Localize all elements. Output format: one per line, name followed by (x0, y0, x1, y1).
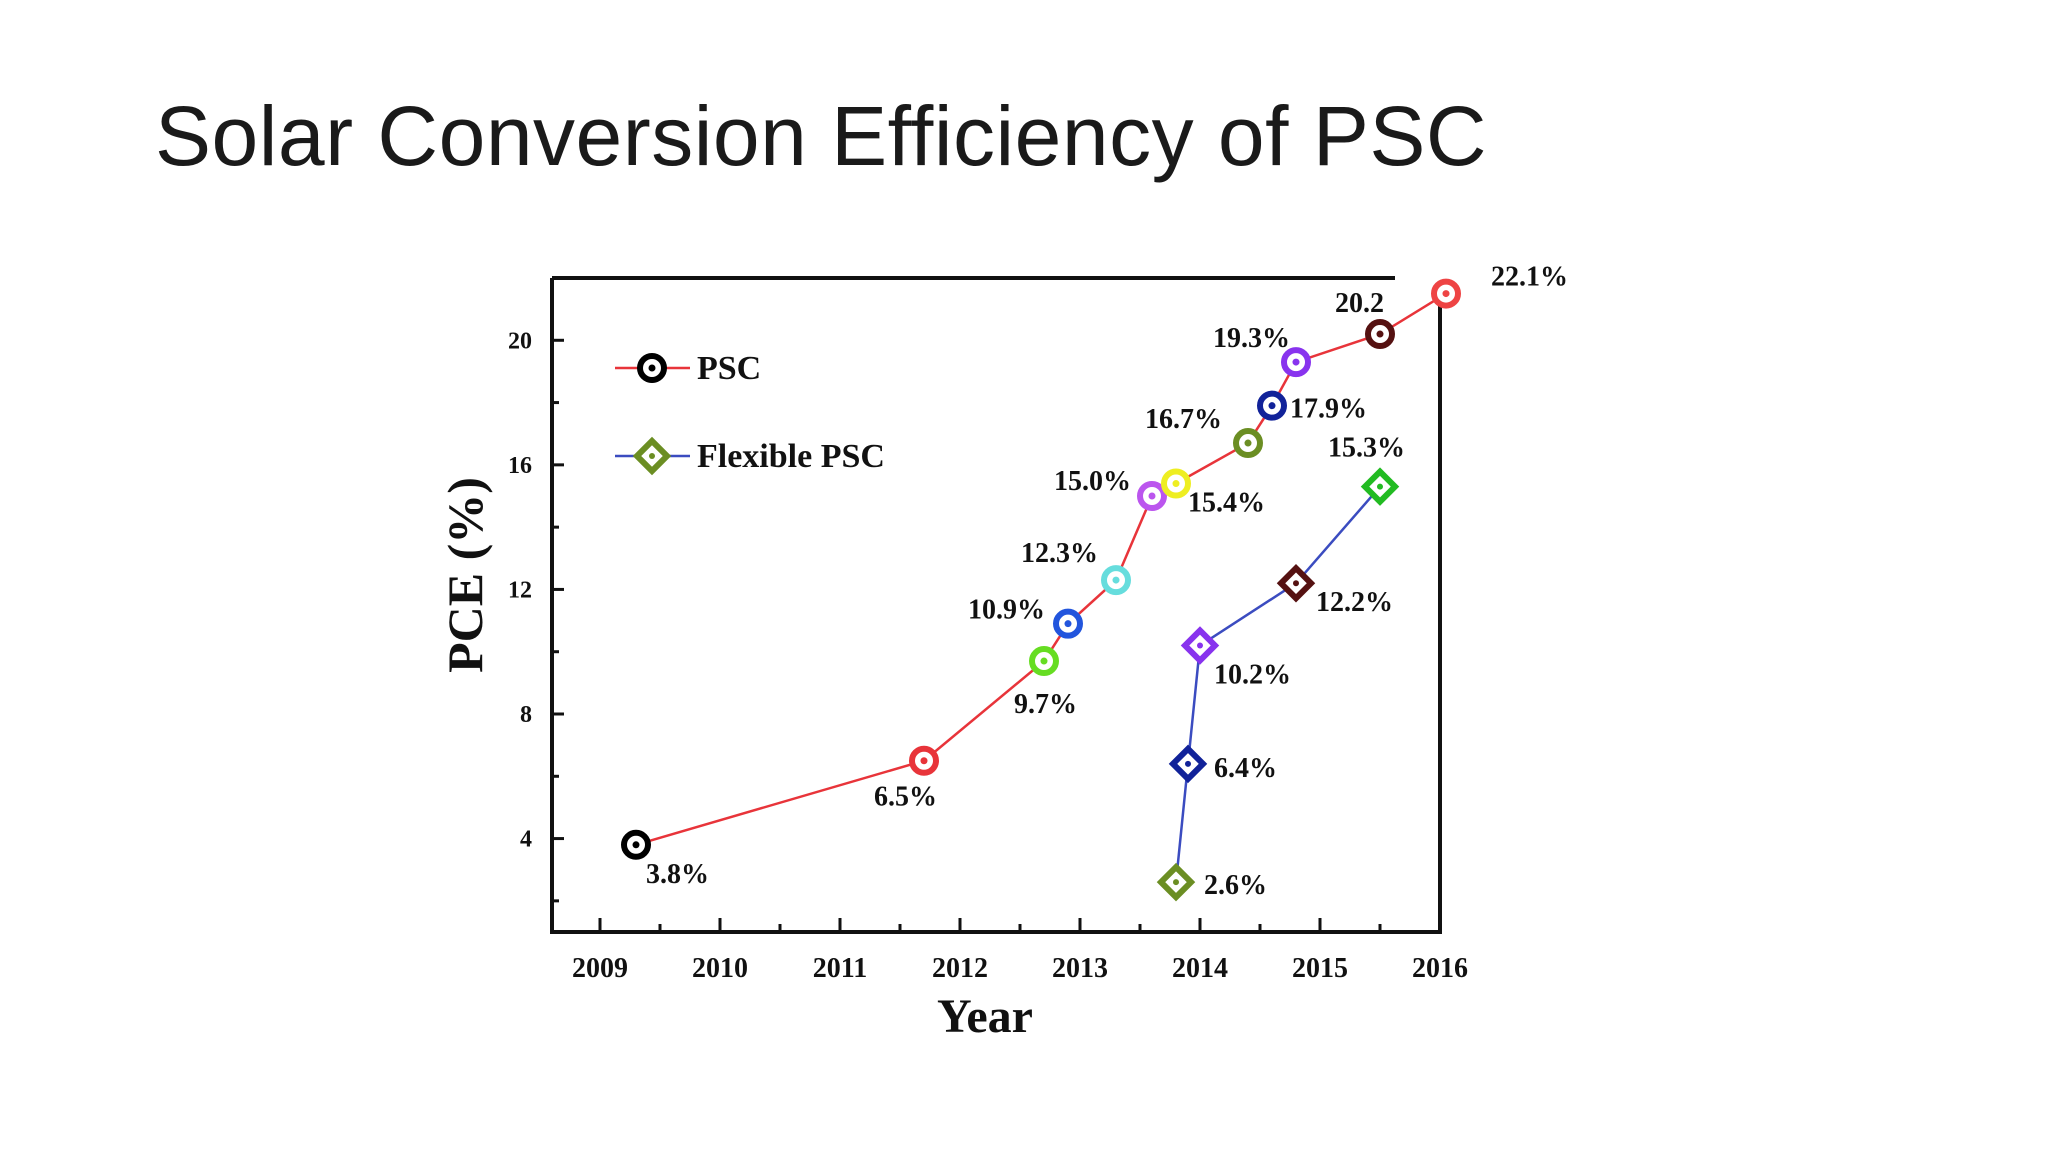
data-label: 22.1% (1491, 262, 1568, 293)
psc-data-point (1137, 481, 1167, 511)
slide-title: Solar Conversion Efficiency of PSC (155, 89, 1488, 183)
data-label: 9.7% (1014, 689, 1077, 720)
psc-data-point (1257, 390, 1287, 421)
legend-circle-marker (637, 353, 667, 383)
y-axis-ticks: 4 8 12 16 20 (508, 276, 564, 903)
x-tick-label: 2014 (1172, 953, 1228, 984)
x-tick-label: 2009 (572, 953, 628, 984)
psc-data-point (1365, 319, 1395, 350)
data-label: 15.0% (1054, 466, 1131, 497)
data-label: 10.2% (1214, 659, 1291, 690)
y-axis-title: PCE (%) (437, 477, 493, 673)
data-label: 15.4% (1188, 488, 1265, 519)
x-tick-label: 2015 (1292, 953, 1348, 984)
data-label: 12.2% (1316, 587, 1393, 618)
series-markers (621, 278, 1461, 902)
plot-frame (550, 276, 1442, 934)
psc-data-point (1281, 347, 1311, 378)
x-tick-label: 2012 (932, 953, 988, 984)
legend: PSC Flexible PSC (615, 350, 885, 476)
y-tick-label: 20 (508, 328, 532, 354)
data-label: 3.8% (646, 859, 709, 890)
flexible-psc-data-point (1276, 563, 1316, 603)
y-tick-label: 12 (508, 577, 532, 603)
y-tick-label: 8 (520, 702, 532, 728)
legend-label: PSC (697, 350, 761, 387)
flexible-psc-data-point (1360, 467, 1400, 506)
psc-data-point (1161, 468, 1191, 499)
legend-diamond-marker (632, 436, 672, 476)
legend-item-flexible-psc: Flexible PSC (615, 436, 885, 476)
data-label: 17.9% (1290, 394, 1367, 425)
data-label: 16.7% (1145, 404, 1222, 435)
psc-data-point (1029, 646, 1059, 677)
psc-data-point (1233, 428, 1263, 459)
x-tick-label: 2013 (1052, 953, 1108, 984)
x-axis-ticks: 2009 2010 2011 2012 2013 2014 2015 2016 (572, 918, 1468, 984)
data-label: 20.2 (1335, 288, 1384, 319)
data-labels: 3.8% 6.5% 9.7% 10.9% 12.3% 15.0% 15.4% 16.7% 17.… (646, 262, 1568, 902)
psc-data-point (909, 745, 939, 776)
x-tick-label: 2016 (1412, 953, 1468, 984)
data-label: 6.4% (1214, 753, 1277, 784)
x-tick-label: 2010 (692, 953, 748, 984)
flexible-psc-data-point (1168, 744, 1208, 784)
legend-label: Flexible PSC (697, 438, 885, 475)
x-axis-title: Year (937, 990, 1033, 1043)
data-label: 10.9% (968, 595, 1045, 626)
flexible-psc-data-point (1180, 626, 1220, 665)
y-tick-label: 4 (520, 827, 532, 853)
legend-item-psc: PSC (615, 350, 761, 387)
psc-data-point (621, 829, 651, 860)
data-label: 15.3% (1328, 433, 1405, 464)
data-label: 19.3% (1213, 323, 1290, 354)
psc-data-point (1101, 565, 1131, 596)
psc-data-point (1431, 278, 1461, 309)
x-tick-label: 2011 (813, 953, 867, 984)
psc-data-point (1053, 608, 1083, 639)
y-tick-label: 16 (508, 453, 532, 479)
data-label: 6.5% (874, 782, 937, 813)
data-label: 12.3% (1021, 538, 1098, 569)
data-label: 2.6% (1204, 870, 1267, 901)
flexible-psc-data-point (1156, 862, 1196, 902)
